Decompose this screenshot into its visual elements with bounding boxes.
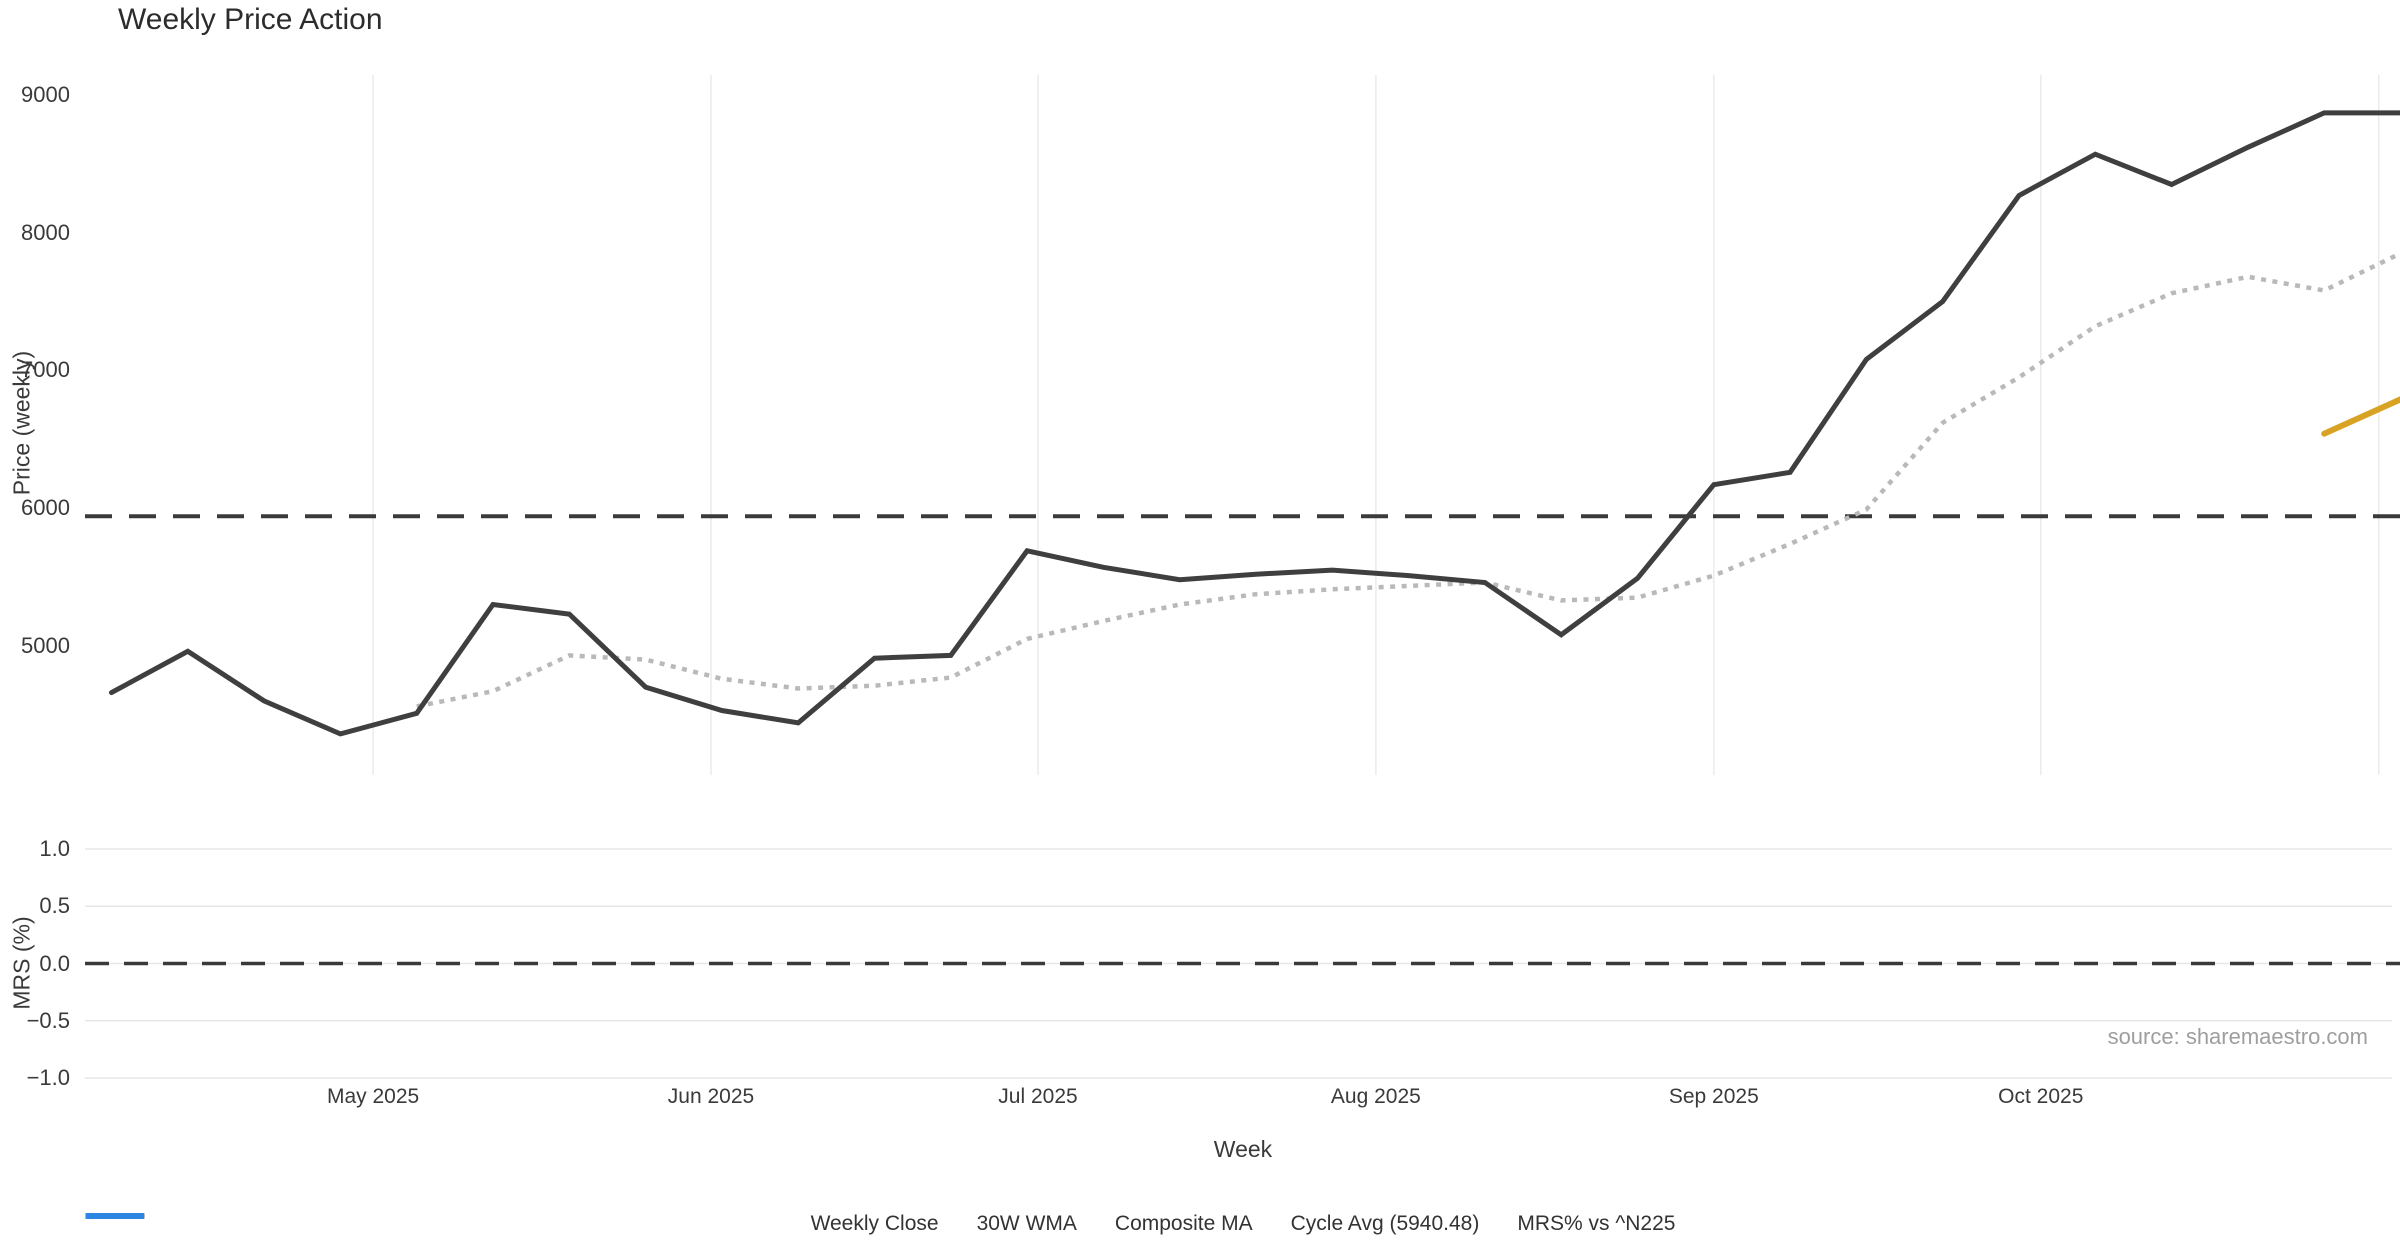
sub-y-tick-0.5: 0.5: [39, 893, 70, 919]
main-y-tick-7000: 7000: [21, 357, 70, 383]
main-y-tick-6000: 6000: [21, 495, 70, 521]
legend-label: 30W WMA: [976, 1212, 1077, 1235]
x-tick-may-2025: May 2025: [326, 1085, 420, 1108]
x-tick-jul-2025: Jul 2025: [998, 1085, 1078, 1108]
x-tick-oct-2025: Oct 2025: [1998, 1085, 2084, 1108]
legend-label: Cycle Avg (5940.48): [1290, 1212, 1480, 1235]
legend-marker-solid-icon: [86, 1213, 144, 1219]
main-y-tick-9000: 9000: [21, 82, 70, 107]
x-tick-aug-2025: Aug 2025: [1330, 1085, 1421, 1108]
x-tick-jun-2025: Jun 2025: [667, 1085, 755, 1108]
source-credit: source: sharemaestro.com: [2107, 1024, 2368, 1049]
legend-item-weekly-close: Weekly Close: [86, 1212, 939, 1236]
composite-ma-line: [416, 251, 2400, 709]
legend-item-mrs-vs-n225: MRS% vs ^N225: [86, 1212, 1676, 1236]
x-axis-title: Week: [1213, 1136, 1273, 1162]
main-y-tick-5000: 5000: [21, 632, 70, 658]
30w-wma-line: [2321, 396, 2400, 437]
weekly-close-line: [109, 110, 2400, 737]
sub-y-tick--1: −1.0: [26, 1065, 70, 1090]
legend: Weekly Close 30W WMA Composite MA Cycle Avg…: [85, 1212, 2400, 1236]
legend-item-30w-wma: 30W WMA: [86, 1212, 1077, 1236]
legend-item-cycle-avg-5940-48-: Cycle Avg (5940.48): [86, 1212, 1480, 1236]
legend-item-composite-ma: Composite MA: [85, 1212, 1253, 1236]
legend-label: Composite MA: [1114, 1212, 1253, 1235]
main-y-tick-8000: 8000: [21, 219, 70, 245]
chart-title: Weekly Price Action: [118, 3, 383, 36]
legend-label: MRS% vs ^N225: [1517, 1212, 1676, 1235]
sub-y-tick--0.5: −0.5: [26, 1007, 70, 1033]
sub-y-tick-1: 1.0: [39, 836, 70, 861]
sub-y-tick-0: 0.0: [39, 950, 70, 976]
x-tick-sep-2025: Sep 2025: [1668, 1085, 1759, 1108]
legend-label: Weekly Close: [810, 1212, 939, 1235]
